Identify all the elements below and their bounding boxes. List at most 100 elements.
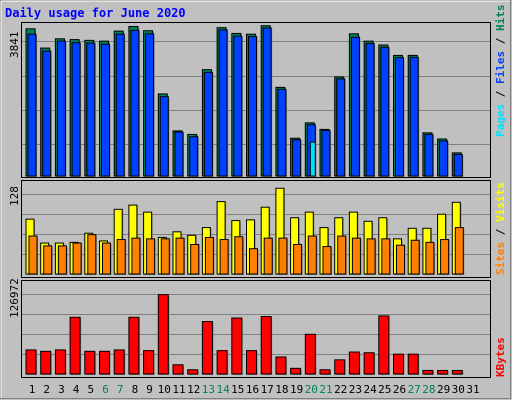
- bar-bot-kbytes: [334, 359, 346, 375]
- bar-mid-sites: [160, 238, 170, 275]
- x-tick-label: 13: [202, 383, 215, 396]
- bar-top-files: [174, 131, 184, 177]
- bar-bot-kbytes: [128, 316, 140, 375]
- legend-files: Files: [494, 51, 507, 84]
- x-tick-label: 21: [319, 383, 332, 396]
- bar-mid-sites: [425, 241, 435, 275]
- x-tick-label: 9: [146, 383, 153, 396]
- legend-separator: /: [494, 84, 507, 104]
- x-tick-label: 31: [466, 383, 479, 396]
- bar-bot-kbytes: [99, 350, 110, 375]
- bar-top-files: [248, 36, 257, 177]
- ytick-top: 3841: [8, 32, 21, 59]
- bar-bot-kbytes: [40, 350, 52, 375]
- bar-bot-kbytes: [157, 294, 169, 375]
- bar-bot-kbytes: [407, 353, 419, 375]
- bar-top-files: [439, 140, 449, 177]
- x-tick-label: 2: [43, 383, 50, 396]
- x-tick-label: 18: [275, 383, 288, 396]
- legend-separator: /: [494, 222, 507, 242]
- bar-mid-sites: [204, 236, 214, 275]
- x-tick-label: 14: [216, 383, 230, 396]
- bar-top-files: [56, 40, 66, 177]
- bar-top-files: [130, 29, 140, 177]
- bar-bot-kbytes: [451, 369, 463, 375]
- bar-mid-sites: [131, 237, 141, 275]
- bar-top-files: [233, 35, 243, 177]
- bar-bot-kbytes: [275, 356, 287, 375]
- x-tick-label: 3: [58, 383, 65, 396]
- bar-top-files: [42, 50, 52, 177]
- bar-top-files: [101, 43, 110, 177]
- x-tick-label: 16: [246, 383, 259, 396]
- x-tick-label: 5: [87, 383, 94, 396]
- bar-top-files: [115, 33, 125, 177]
- bar-mid-sites: [219, 239, 229, 275]
- bar-bot-kbytes: [378, 315, 390, 375]
- bar-bot-kbytes: [25, 349, 37, 375]
- x-tick-label: 6: [102, 383, 109, 396]
- bar-mid-sites: [366, 238, 376, 275]
- bar-top-files: [203, 71, 213, 177]
- bar-mid-sites: [410, 239, 420, 275]
- chart-title: Daily usage for June 2020: [5, 6, 186, 20]
- x-tick-label: 19: [290, 383, 303, 396]
- x-tick-label: 29: [437, 383, 450, 396]
- bar-mid-sites: [175, 237, 185, 275]
- bar-mid-sites: [351, 237, 361, 275]
- legend-pages: Pages: [494, 104, 507, 137]
- bar-bot-kbytes: [172, 364, 184, 375]
- bar-bot-kbytes: [437, 369, 449, 375]
- x-tick-label: 23: [349, 383, 362, 396]
- bar-mid-sites: [43, 245, 53, 275]
- bar-bot-kbytes: [422, 369, 434, 375]
- bar-mid-sites: [278, 237, 288, 275]
- x-tick-label: 28: [422, 383, 435, 396]
- bar-top-files: [321, 130, 331, 177]
- x-tick-label: 1: [29, 383, 36, 396]
- bar-mid-sites: [337, 235, 347, 275]
- bar-top-files: [424, 133, 434, 177]
- bar-top-files: [262, 27, 272, 177]
- x-axis-labels: 1 2 3 4 5 6 7 8 9 10 11 12 13 14 15 16 17 18 19 20 21 22 23 24 2…: [29, 383, 480, 396]
- bar-mid-sites: [322, 246, 332, 275]
- bar-top-files: [380, 46, 390, 177]
- bar-bot-kbytes: [69, 316, 81, 375]
- bar-mid-sites: [28, 235, 38, 275]
- bar-top-files: [189, 136, 199, 177]
- bar-top-files: [71, 42, 81, 177]
- bar-top-files: [86, 42, 96, 177]
- bar-bot-kbytes: [84, 350, 96, 375]
- bar-mid-sites: [102, 242, 111, 275]
- bar-mid-sites: [234, 236, 244, 275]
- x-tick-label: 22: [334, 383, 347, 396]
- bar-mid-sites: [57, 245, 67, 275]
- bar-bot-kbytes: [113, 349, 125, 375]
- bar-top-files: [395, 57, 404, 177]
- bar-bot-kbytes: [187, 369, 199, 375]
- bar-top-files: [365, 42, 375, 177]
- bar-mid-sites: [263, 237, 273, 275]
- bar-bot-kbytes: [231, 317, 243, 375]
- bar-mid-sites: [146, 238, 156, 275]
- x-tick-label: 20: [305, 383, 318, 396]
- bar-mid-sites: [293, 243, 303, 275]
- x-tick-label: 8: [132, 383, 139, 396]
- bar-bot-kbytes: [363, 352, 375, 375]
- x-tick-label: 25: [378, 383, 391, 396]
- bar-bot-kbytes: [348, 351, 360, 375]
- x-tick-label: 4: [73, 383, 80, 396]
- bar-mid-sites: [190, 243, 200, 275]
- bars-kbytes: [25, 294, 464, 375]
- bar-bot-kbytes: [246, 350, 257, 375]
- bar-top-files: [350, 36, 360, 177]
- legend-kbytes: KBytes: [494, 337, 507, 377]
- bar-bot-kbytes: [216, 350, 228, 375]
- bar-mid-sites: [72, 242, 82, 275]
- bar-mid-sites: [249, 248, 258, 275]
- bar-mid-sites: [440, 239, 450, 275]
- bar-top-files: [409, 56, 419, 177]
- x-tick-label: 15: [231, 383, 244, 396]
- ytick-bottom: 126972: [8, 278, 21, 318]
